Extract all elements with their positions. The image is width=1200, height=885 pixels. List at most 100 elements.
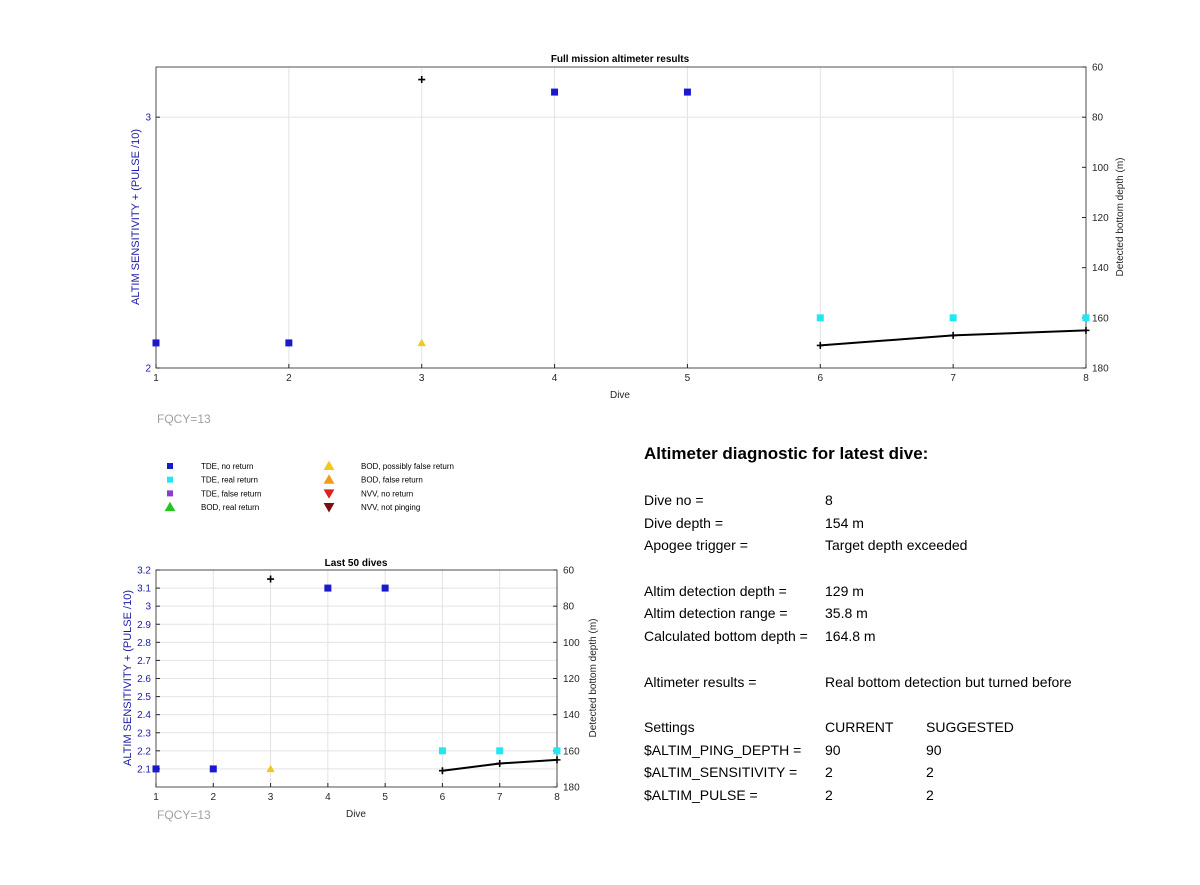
main-chart-title: Full mission altimeter results <box>551 54 690 65</box>
data-point <box>418 76 426 84</box>
x-tick-label: 1 <box>153 792 159 803</box>
data-point <box>496 747 504 755</box>
diag-label: Altimeter results = <box>644 673 757 690</box>
x-tick-label: 3 <box>419 373 425 384</box>
legend-label: NVV, not pinging <box>361 503 420 512</box>
y2-tick-label: 140 <box>563 710 580 721</box>
diag-setting-row: $ALTIM_PULSE = 2 2 <box>644 787 1184 810</box>
setting-current: 2 <box>825 764 833 781</box>
data-point <box>209 765 217 773</box>
diag-value: Real bottom detection but turned before <box>825 673 1072 690</box>
y-tick-label: 3 <box>145 113 151 124</box>
y2-tick-label: 100 <box>563 638 580 649</box>
data-point <box>267 575 275 583</box>
diag-row-dive-depth: Dive depth = 154 m <box>644 515 1184 538</box>
legend-marker <box>167 490 173 497</box>
legend-marker <box>167 476 173 483</box>
bottom-depth-point <box>438 767 446 775</box>
bottom-depth-point <box>553 756 561 764</box>
main-chart-ylabel-right: Detected bottom depth (m) <box>1115 158 1126 277</box>
legend-marker <box>323 489 335 499</box>
setting-label: $ALTIM_SENSITIVITY = <box>644 764 798 781</box>
setting-label: $ALTIM_PING_DEPTH = <box>644 741 802 758</box>
x-tick-label: 4 <box>325 792 331 803</box>
legend-marker <box>323 474 335 484</box>
diag-value: 164.8 m <box>825 628 876 645</box>
diag-label: Altim detection range = <box>644 605 788 622</box>
bottom-depth-point <box>816 341 824 349</box>
x-tick-label: 1 <box>153 373 159 384</box>
y-tick-label: 2.9 <box>137 620 151 631</box>
x-tick-label: 7 <box>950 373 956 384</box>
legend-label: TDE, real return <box>201 476 258 485</box>
legend-label: NVV, no return <box>361 489 413 498</box>
diag-value: Target depth exceeded <box>825 537 968 554</box>
legend-label: TDE, false return <box>201 489 261 498</box>
y2-tick-label: 180 <box>563 783 580 794</box>
data-point <box>266 764 275 773</box>
y2-tick-label: 140 <box>1092 263 1109 274</box>
settings-header-current: CURRENT <box>825 718 894 735</box>
y-tick-label: 3 <box>145 602 151 613</box>
data-point <box>152 765 160 773</box>
setting-suggested: 90 <box>926 741 942 758</box>
main-chart-ylabel-left: ALTIM SENSITIVITY + (PULSE /10) <box>130 129 142 305</box>
y-tick-label: 2.5 <box>137 692 151 703</box>
x-tick-label: 4 <box>552 373 558 384</box>
data-point <box>152 339 160 347</box>
settings-header-suggested: SUGGESTED <box>926 718 1014 735</box>
diag-row-bottom-depth: Calculated bottom depth = 164.8 m <box>644 628 1184 651</box>
small-chart-title: Last 50 dives <box>325 558 388 569</box>
bottom-depth-point <box>1082 326 1090 334</box>
setting-suggested: 2 <box>926 764 934 781</box>
data-point <box>683 88 691 96</box>
y-tick-label: 2.2 <box>137 746 151 757</box>
diag-label: Calculated bottom depth = <box>644 628 808 645</box>
legend-label: TDE, no return <box>201 462 253 471</box>
y-tick-label: 2.8 <box>137 638 151 649</box>
data-point <box>551 88 559 96</box>
small-chart-ylabel-right: Detected bottom depth (m) <box>588 619 599 738</box>
diag-row-altim-range: Altim detection range = 35.8 m <box>644 605 1184 628</box>
diag-value: 154 m <box>825 514 864 531</box>
data-point <box>438 747 446 755</box>
y-tick-label: 2 <box>145 364 151 375</box>
x-tick-label: 5 <box>685 373 691 384</box>
diag-value: 129 m <box>825 582 864 599</box>
small-chart: 1 2 3 4 5 6 7 8 2.1 2.2 2.3 2.4 2.5 2.6 2.7 2.8 2.9 3 3.1 3… <box>137 566 580 804</box>
legend-marker <box>164 501 176 512</box>
legend-label: BOD, real return <box>201 503 259 512</box>
x-tick-label: 5 <box>382 792 388 803</box>
diag-setting-row: $ALTIM_PING_DEPTH = 90 90 <box>644 742 1184 765</box>
legend-marker <box>323 503 335 513</box>
plot-area <box>156 67 1086 368</box>
data-point <box>816 314 824 322</box>
x-tick-label: 3 <box>268 792 274 803</box>
x-tick-label: 2 <box>211 792 217 803</box>
main-chart-footer: FQCY=13 <box>157 412 211 426</box>
y2-tick-label: 160 <box>563 746 580 757</box>
data-point <box>1082 314 1090 322</box>
setting-current: 90 <box>825 741 841 758</box>
y-tick-label: 2.3 <box>137 728 151 739</box>
y-tick-label: 3.1 <box>137 584 151 595</box>
data-point <box>381 584 389 592</box>
diag-settings-header: Settings CURRENT SUGGESTED <box>644 719 1184 742</box>
diag-value: 8 <box>825 492 833 508</box>
y2-tick-label: 120 <box>1092 213 1109 224</box>
y-tick-label: 3.2 <box>137 566 151 577</box>
diag-row-apogee: Apogee trigger = Target depth exceeded <box>644 537 1184 560</box>
y2-tick-label: 60 <box>1092 63 1104 74</box>
data-point <box>324 584 332 592</box>
data-point <box>417 338 426 347</box>
setting-suggested: 2 <box>926 786 934 803</box>
y-tick-label: 2.6 <box>137 674 151 685</box>
y2-tick-label: 60 <box>563 566 575 577</box>
diag-row-altim-depth: Altim detection depth = 129 m <box>644 583 1184 606</box>
bottom-depth-point <box>496 759 504 767</box>
x-tick-label: 7 <box>497 792 503 803</box>
bottom-depth-point <box>949 331 957 339</box>
diag-label: Altim detection depth = <box>644 582 787 599</box>
